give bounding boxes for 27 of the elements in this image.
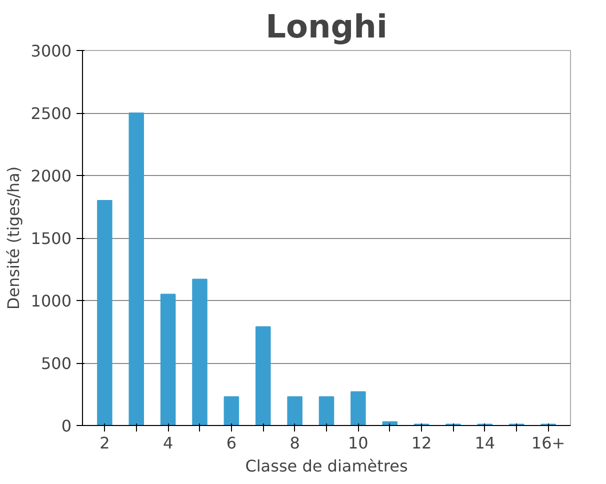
y-tick-label: 1000 <box>30 292 72 310</box>
bar <box>350 391 366 426</box>
bar <box>160 294 176 426</box>
x-tick-label: 4 <box>162 434 174 452</box>
y-tick-label: 1500 <box>30 229 72 248</box>
x-axis-title: Classe de diamètres <box>245 456 408 476</box>
bar <box>128 112 144 426</box>
bar <box>224 396 240 426</box>
y-tick-label: 3000 <box>30 42 72 60</box>
y-tick-label: 2500 <box>30 104 72 123</box>
chart-title: Longhi <box>266 8 388 46</box>
bar <box>97 200 112 426</box>
bar <box>318 396 334 426</box>
x-tick-label: 16+ <box>531 434 566 452</box>
y-axis-title: Densité (tiges/ha) <box>4 166 23 310</box>
x-tick-label: 6 <box>226 434 237 452</box>
bar <box>192 278 208 426</box>
bar <box>255 326 271 426</box>
x-tick-label: 8 <box>290 434 300 452</box>
x-tick-label: 12 <box>411 434 432 452</box>
y-tick-label: 500 <box>40 354 72 373</box>
bar <box>287 396 302 426</box>
x-tick-label: 14 <box>474 434 496 452</box>
x-tick-label: 10 <box>348 434 368 452</box>
y-tick-label: 2000 <box>30 166 72 186</box>
y-tick-label: 0 <box>61 416 72 436</box>
x-tick-label: 2 <box>100 434 110 452</box>
